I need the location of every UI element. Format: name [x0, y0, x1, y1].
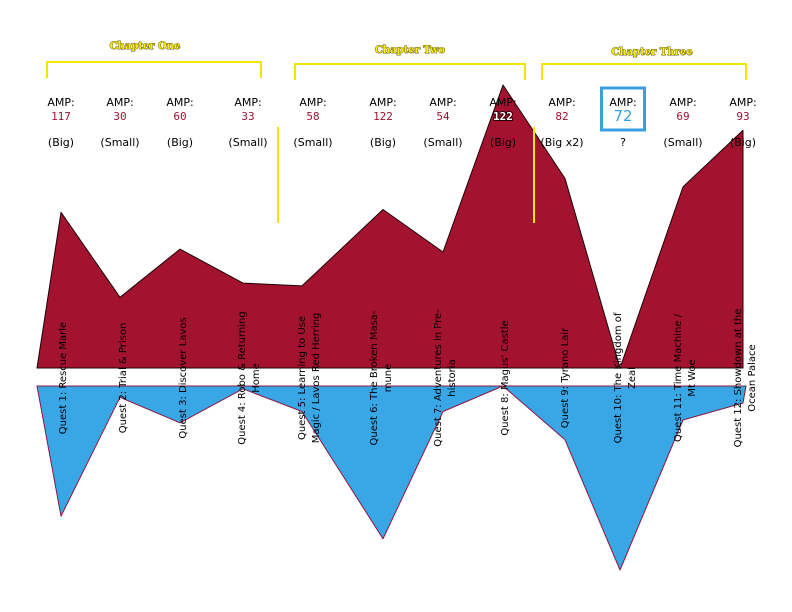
quest-label-4-line-1: Quest 4: Robo & Returning [237, 311, 248, 444]
amp-label-8: AMP: [489, 96, 516, 109]
quest-label-1-line-1: Quest 1: Rescue Marle [58, 322, 69, 434]
amp-label-5: AMP: [299, 96, 326, 109]
upper-area [36, 84, 744, 369]
quest-label-5-line-2: Magic / Lavos Red Herring [311, 313, 322, 444]
amp-value-8: 122 [493, 110, 513, 123]
amp-column-9: AMP:82 (Big x2) [540, 96, 583, 149]
size-label-6: (Big) [370, 136, 396, 149]
quest-label-3-line-1: Quest 3: Discover Lavos [178, 317, 189, 438]
quest-label-11-line-2: Mt Woe [687, 359, 698, 396]
amp-column-10: AMP:72? [609, 96, 636, 149]
chapter-two-label: Chapter Two [375, 45, 445, 56]
chapter-one: Chapter One [46, 41, 262, 78]
amp-label-2: AMP: [106, 96, 133, 109]
amp-value-9: 82 [555, 110, 568, 123]
quest-label-6-line-1: Quest 6: The Broken Masa- [369, 310, 380, 445]
amp-column-11: AMP:69 (Small) [663, 96, 702, 149]
amp-column-6: AMP:122 (Big) [369, 96, 396, 149]
size-label-8: (Big) [490, 136, 516, 149]
amp-row: AMP:117(Big)AMP:30(Small)AMP:60(Big)AMP:… [47, 96, 756, 149]
amp-label-6: AMP: [369, 96, 396, 109]
quest-label-9: Quest 9: Tyrano Lair [560, 327, 571, 428]
quest-label-4: Quest 4: Robo & Returning Home [237, 311, 262, 444]
size-label-9: (Big x2) [540, 136, 583, 149]
amp-column-3: AMP:60 (Big) [166, 96, 193, 149]
size-label-3: (Big) [167, 136, 193, 149]
amp-label-3: AMP: [166, 96, 193, 109]
lower-area [36, 385, 747, 571]
amp-value-5: 58 [306, 110, 319, 123]
quest-label-8-line-1: Quest 8: Magus' Castle [500, 320, 511, 435]
amp-value-7: 54 [436, 110, 450, 123]
amp-label-10: AMP: [609, 96, 636, 109]
amp-label-9: AMP: [548, 96, 575, 109]
chapter-two: Chapter Two [294, 45, 526, 80]
amp-label-7: AMP: [429, 96, 456, 109]
amp-column-4: AMP:33 (Small) [228, 96, 267, 149]
amp-column-1: AMP:117 (Big) [47, 96, 74, 149]
size-label-1: (Big) [48, 136, 74, 149]
amp-column-8: AMP:122 (Big) [489, 96, 516, 149]
quest-label-6-line-2: mune [383, 364, 394, 393]
amp-label-12: AMP: [729, 96, 756, 109]
amp-value-3: 60 [173, 110, 186, 123]
quest-label-8: Quest 8: Magus' Castle [500, 320, 511, 435]
quest-label-6: Quest 6: The Broken Masa-mune [369, 310, 394, 445]
quest-label-5: Quest 5: Learning to Use Magic / Lavos Re… [297, 313, 322, 444]
quest-label-10-line-1: Quest 10: The Kingdom of [613, 312, 624, 443]
quest-label-11: Quest 11: Time Machine / Mt Woe [673, 313, 698, 442]
chapter-one-bracket [46, 61, 262, 78]
quest-label-7-line-1: Quest 7: Adventures in Pre- [433, 309, 444, 447]
amp-column-12: AMP:93 (Big) [729, 96, 756, 149]
area-layer [36, 84, 747, 571]
amp-value-11: 69 [676, 110, 689, 123]
quest-label-layer: Quest 1: Rescue Marle Quest 2: Trial & Pr… [58, 309, 758, 448]
quest-label-12-line-1: Quest 12: Showdown at the [733, 309, 744, 448]
size-label-7: (Small) [423, 136, 462, 149]
size-label-12: (Big) [730, 136, 756, 149]
size-label-5: (Small) [293, 136, 332, 149]
quest-label-7: Quest 7: Adventures in Pre-historia [433, 309, 458, 447]
amp-column-7: AMP:54 (Small) [423, 96, 462, 149]
amp-label-1: AMP: [47, 96, 74, 109]
amp-value-6: 122 [373, 110, 393, 123]
quest-label-12-line-2: Ocean Palace [747, 344, 758, 411]
size-label-11: (Small) [663, 136, 702, 149]
quest-label-7-line-2: historia [447, 359, 458, 396]
quest-label-4-line-2: Home [251, 363, 262, 393]
amp-value-1: 117 [51, 110, 71, 123]
chapter-brackets: Chapter One Chapter Two Chapter Three [46, 41, 747, 80]
quest-label-10-line-2: Zeal [627, 367, 638, 389]
chapter-dividers [277, 127, 535, 223]
quest-label-3: Quest 3: Discover Lavos [178, 317, 189, 438]
amp-value-4: 33 [241, 110, 254, 123]
quest-label-12: Quest 12: Showdown at the Ocean Palace [733, 309, 758, 448]
chapter-one-label: Chapter One [110, 41, 181, 52]
quest-label-9-line-1: Quest 9: Tyrano Lair [560, 327, 571, 428]
size-label-10: ? [620, 136, 626, 149]
highlight-box [600, 86, 646, 132]
quest-label-10: Quest 10: The Kingdom of Zeal [613, 312, 638, 443]
chapter-three-label: Chapter Three [611, 47, 692, 58]
quest-label-2: Quest 2: Trial & Prison [118, 323, 129, 434]
size-label-4: (Small) [228, 136, 267, 149]
quest-label-5-line-1: Quest 5: Learning to Use [297, 316, 308, 440]
chapter-three-bracket [541, 63, 747, 80]
size-label-2: (Small) [100, 136, 139, 149]
amp-value-10: 72 [613, 107, 632, 125]
amp-column-2: AMP:30 (Small) [100, 96, 139, 149]
quest-label-1: Quest 1: Rescue Marle [58, 322, 69, 434]
quest-label-11-line-1: Quest 11: Time Machine / [673, 313, 684, 442]
amp-column-5: AMP:58 (Small) [293, 96, 332, 149]
quest-label-2-line-1: Quest 2: Trial & Prison [118, 323, 129, 434]
amp-label-4: AMP: [234, 96, 261, 109]
chapter-two-bracket [294, 63, 526, 80]
chapter-three: Chapter Three [541, 47, 747, 80]
amp-value-2: 30 [113, 110, 126, 123]
amp-label-11: AMP: [669, 96, 696, 109]
amp-value-12: 93 [736, 110, 749, 123]
